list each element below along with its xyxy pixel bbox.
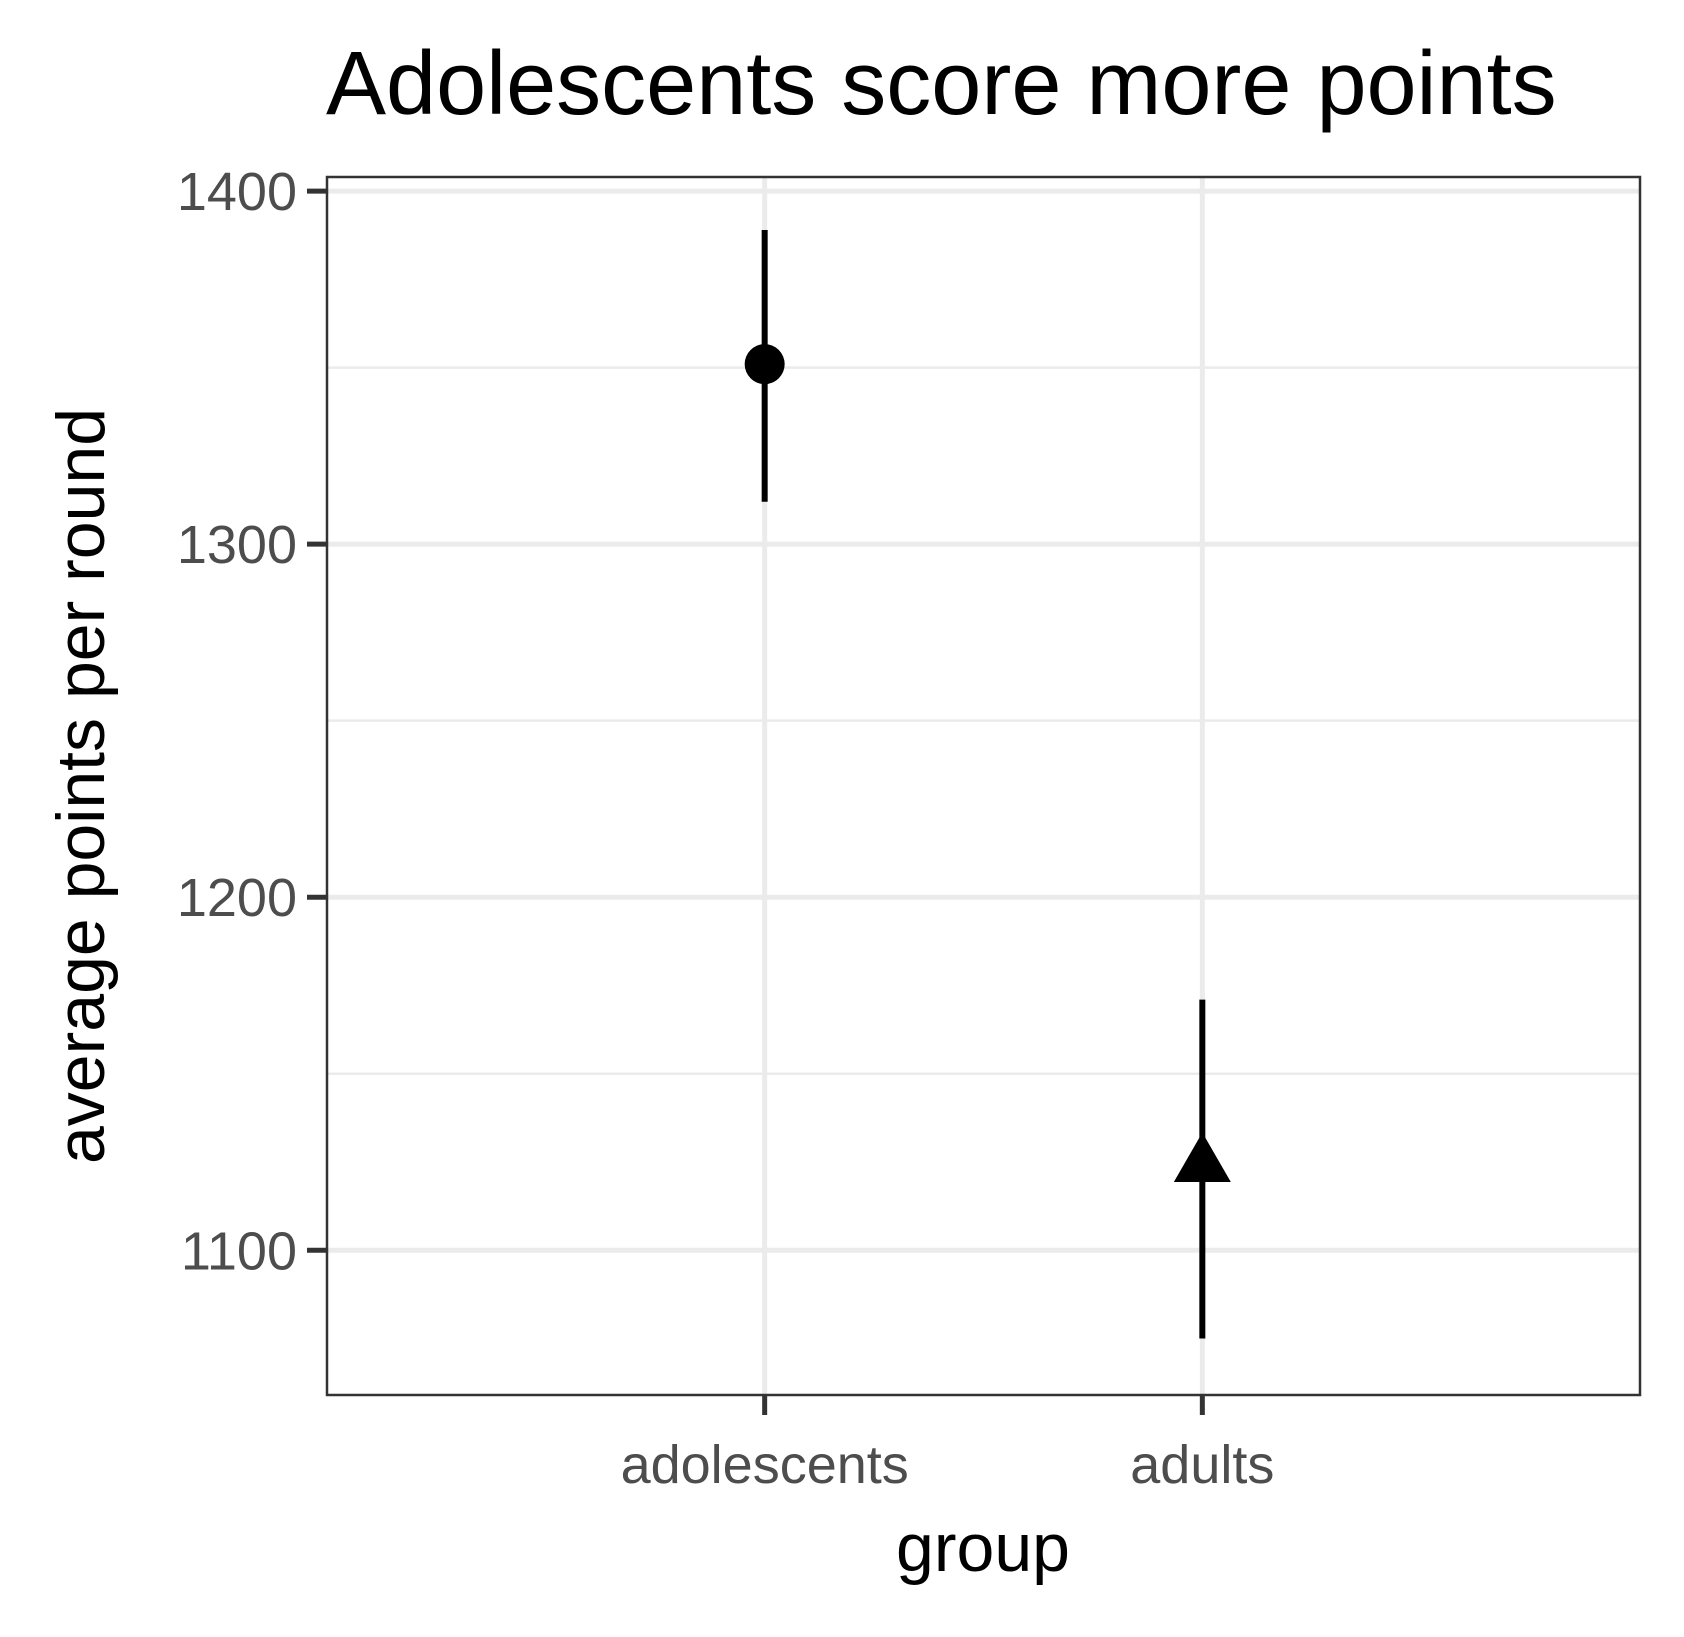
y-tick-label: 1200 <box>177 868 297 928</box>
point-marker <box>744 344 785 385</box>
grid-minor <box>327 366 1640 1075</box>
panel-border <box>325 175 1642 1397</box>
y-axis: 1100 1200 1300 1400 <box>177 162 327 1281</box>
y-axis-title: average points per round <box>43 408 119 1164</box>
point-marker <box>1173 1132 1231 1183</box>
x-axis-title: group <box>896 1510 1070 1586</box>
x-tick-label: adolescents <box>621 1435 909 1495</box>
y-tick-label: 1100 <box>181 1221 297 1281</box>
chart-title: Adolescents score more points <box>326 34 1557 134</box>
y-tick-label: 1300 <box>177 515 297 575</box>
data-marks <box>744 229 1231 1339</box>
x-tick-label: adults <box>1130 1435 1274 1495</box>
x-axis: adolescents adults <box>621 1395 1274 1495</box>
y-tick-label: 1400 <box>177 162 297 222</box>
